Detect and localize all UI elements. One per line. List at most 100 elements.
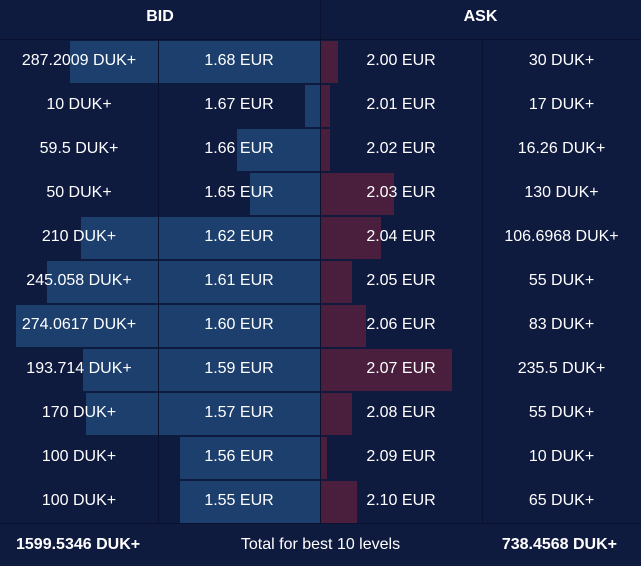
column-divider [158, 392, 159, 436]
ask-depth-bar [320, 217, 381, 259]
bid-price: 1.68 EUR [204, 52, 274, 69]
ask-depth-bar [320, 305, 366, 347]
bid-depth-bar [70, 41, 320, 83]
column-divider [320, 304, 321, 348]
column-divider [158, 40, 159, 84]
column-divider [320, 172, 321, 216]
bid-header: BID [146, 8, 174, 25]
column-divider [158, 480, 159, 524]
ask-price: 2.02 EUR [366, 140, 436, 157]
column-divider [158, 348, 159, 392]
ask-amount: 130 DUK+ [524, 184, 599, 201]
bid-depth-bar [180, 437, 320, 479]
order-book-footer: Total for best 10 levels 1599.5346 DUK+ … [0, 523, 641, 562]
totals-label: Total for best 10 levels [240, 536, 401, 553]
order-book-row[interactable]: 170 DUK+ 1.57 EUR 2.08 EUR 55 DUK+ [0, 392, 641, 436]
ask-depth-bar [320, 129, 330, 171]
column-divider [158, 260, 159, 304]
ask-depth-bar [320, 349, 452, 391]
ask-amount: 17 DUK+ [528, 96, 595, 113]
ask-header: ASK [463, 8, 498, 25]
ask-depth-bar [320, 41, 338, 83]
bid-depth-bar [180, 481, 320, 523]
ask-depth-bar [320, 393, 352, 435]
ask-depth-bar [320, 481, 357, 523]
order-book-row[interactable]: 59.5 DUK+ 1.66 EUR 2.02 EUR 16.26 DUK+ [0, 128, 641, 172]
bid-amount: 100 DUK+ [41, 492, 117, 509]
ask-price: 2.04 EUR [366, 228, 436, 245]
column-divider [482, 128, 483, 172]
ask-price: 2.01 EUR [366, 96, 436, 113]
column-divider [320, 128, 321, 172]
column-divider [482, 216, 483, 260]
ask-amount: 16.26 DUK+ [517, 140, 606, 157]
column-divider [482, 392, 483, 436]
column-divider [320, 480, 321, 524]
column-divider [482, 348, 483, 392]
bid-depth-bar [250, 173, 320, 215]
column-divider [320, 348, 321, 392]
column-divider [158, 84, 159, 128]
column-divider [320, 84, 321, 128]
bid-depth-bar [83, 349, 320, 391]
ask-amount: 10 DUK+ [528, 448, 595, 465]
bid-depth-bar [305, 85, 320, 127]
column-divider [482, 480, 483, 524]
ask-amount: 83 DUK+ [528, 316, 595, 333]
order-book-row[interactable]: 100 DUK+ 1.55 EUR 2.10 EUR 65 DUK+ [0, 480, 641, 524]
ask-amount: 235.5 DUK+ [517, 360, 606, 377]
order-book-row[interactable]: 274.0617 DUK+ 1.60 EUR 2.06 EUR 83 DUK+ [0, 304, 641, 348]
bid-amount: 10 DUK+ [46, 96, 112, 113]
bid-price: 1.60 EUR [204, 316, 274, 333]
order-book-row[interactable]: 210 DUK+ 1.62 EUR 2.04 EUR 106.6968 DUK+ [0, 216, 641, 260]
bid-amount: 274.0617 DUK+ [21, 316, 137, 333]
column-divider [482, 40, 483, 84]
column-divider [482, 436, 483, 480]
bid-depth-bar [47, 261, 320, 303]
bid-price: 1.67 EUR [204, 96, 274, 113]
column-divider [158, 128, 159, 172]
column-divider [158, 436, 159, 480]
column-divider [320, 216, 321, 260]
ask-price: 2.05 EUR [366, 272, 436, 289]
bid-price: 1.65 EUR [204, 184, 274, 201]
column-divider [482, 260, 483, 304]
bid-price: 1.55 EUR [204, 492, 274, 509]
ask-depth-bar [320, 173, 394, 215]
order-book-row[interactable]: 50 DUK+ 1.65 EUR 2.03 EUR 130 DUK+ [0, 172, 641, 216]
bid-amount: 193.714 DUK+ [26, 360, 132, 377]
bid-amount: 170 DUK+ [41, 404, 117, 421]
order-book-row[interactable]: 287.2009 DUK+ 1.68 EUR 2.00 EUR 30 DUK+ [0, 40, 641, 84]
bid-price: 1.57 EUR [204, 404, 274, 421]
bid-price: 1.56 EUR [204, 448, 274, 465]
ask-depth-bar [320, 261, 352, 303]
column-divider [482, 84, 483, 128]
column-divider [158, 216, 159, 260]
bid-amount: 50 DUK+ [46, 184, 112, 201]
ask-price: 2.00 EUR [366, 52, 436, 69]
order-book-row[interactable]: 10 DUK+ 1.67 EUR 2.01 EUR 17 DUK+ [0, 84, 641, 128]
bid-depth-bar [86, 393, 320, 435]
ask-price: 2.10 EUR [366, 492, 436, 509]
order-book-header: BID ASK [0, 0, 641, 40]
bid-amount: 100 DUK+ [41, 448, 117, 465]
bid-price: 1.62 EUR [204, 228, 274, 245]
bid-price: 1.61 EUR [204, 272, 274, 289]
ask-price: 2.06 EUR [366, 316, 436, 333]
column-divider [320, 392, 321, 436]
order-book-row[interactable]: 100 DUK+ 1.56 EUR 2.09 EUR 10 DUK+ [0, 436, 641, 480]
bid-amount: 210 DUK+ [41, 228, 117, 245]
ask-amount: 30 DUK+ [528, 52, 595, 69]
order-book-row[interactable]: 193.714 DUK+ 1.59 EUR 2.07 EUR 235.5 DUK+ [0, 348, 641, 392]
ask-amount: 55 DUK+ [528, 272, 595, 289]
header-divider [320, 0, 321, 39]
ask-total: 738.4568 DUK+ [501, 536, 617, 553]
order-book-row[interactable]: 245.058 DUK+ 1.61 EUR 2.05 EUR 55 DUK+ [0, 260, 641, 304]
bid-amount: 59.5 DUK+ [39, 140, 119, 157]
ask-price: 2.09 EUR [366, 448, 436, 465]
bid-amount: 287.2009 DUK+ [21, 52, 137, 69]
ask-amount: 55 DUK+ [528, 404, 595, 421]
column-divider [320, 260, 321, 304]
bid-depth-bar [16, 305, 320, 347]
